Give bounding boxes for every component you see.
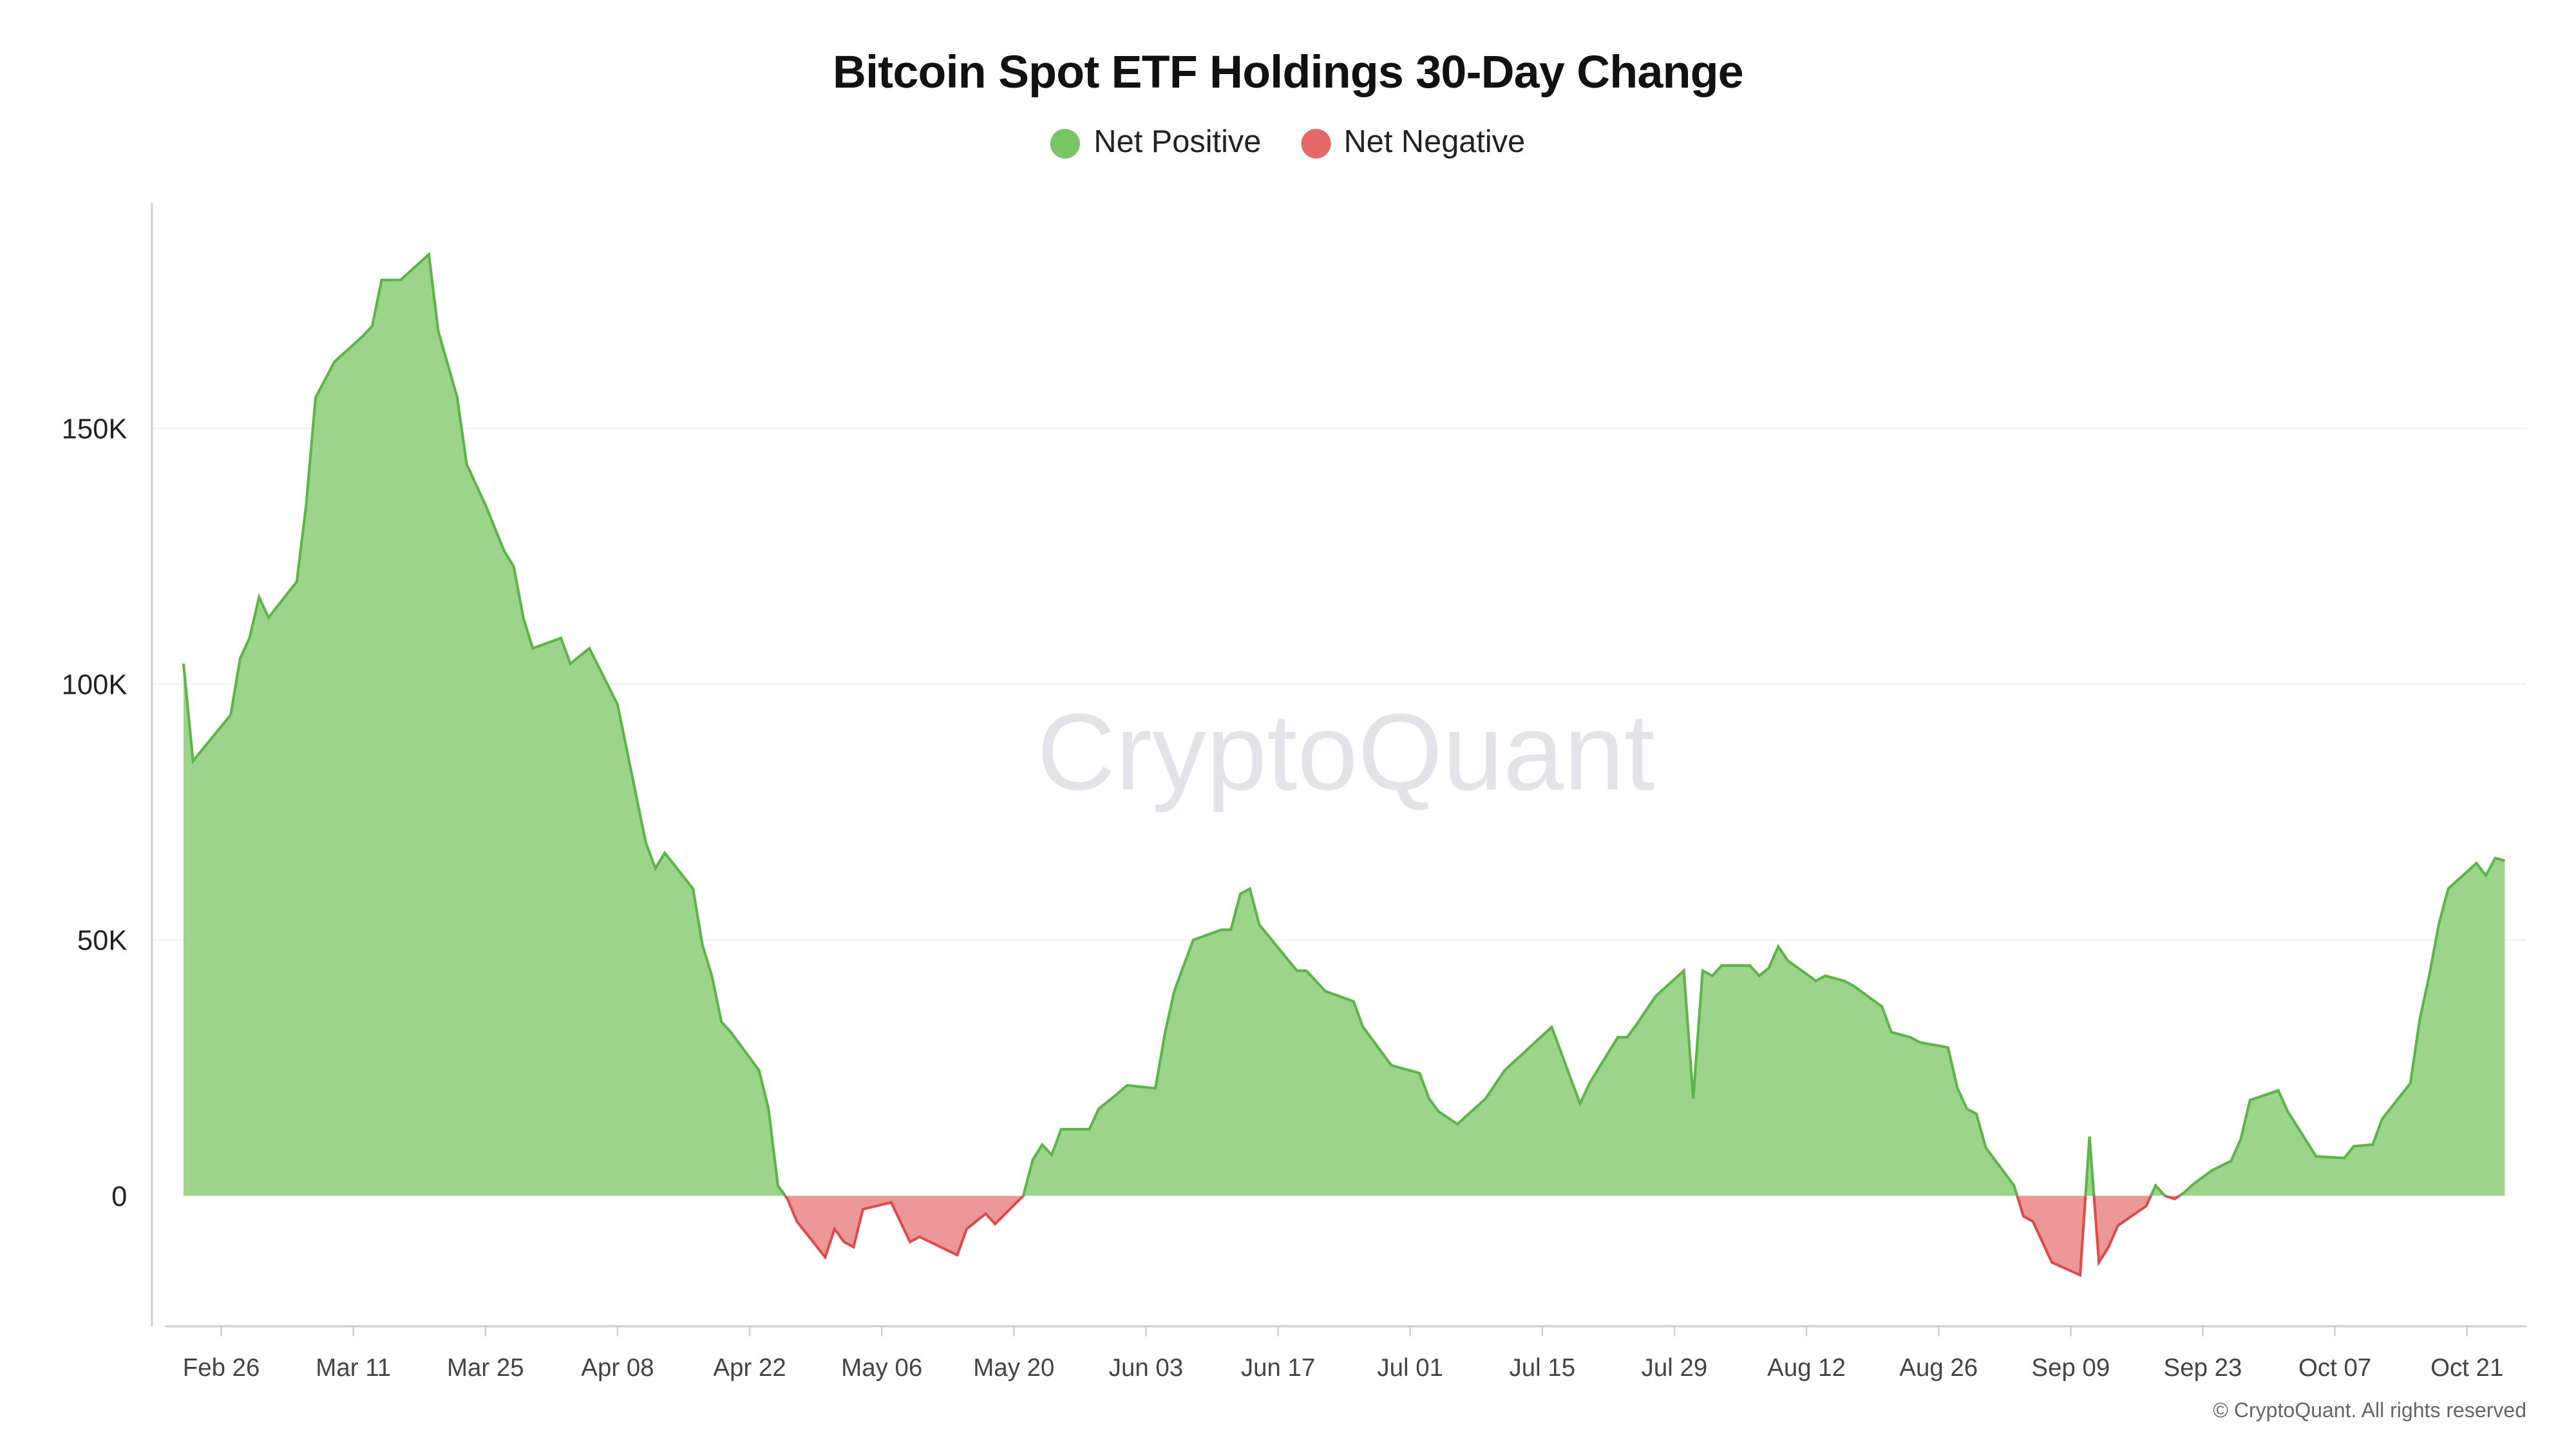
x-tick-label: Apr 08 <box>581 1354 654 1382</box>
x-tick-label: Oct 21 <box>2430 1354 2503 1382</box>
x-tick-label: Jun 17 <box>1241 1354 1315 1382</box>
x-tick-label: Apr 22 <box>713 1354 786 1382</box>
x-tick-label: Sep 23 <box>2164 1354 2242 1382</box>
x-tick-label: May 20 <box>973 1354 1054 1382</box>
x-tick-label: Sep 09 <box>2031 1354 2110 1382</box>
x-tick-label: Aug 12 <box>1767 1354 1846 1382</box>
x-tick-label: Jul 15 <box>1510 1354 1576 1382</box>
x-tick-label: Jul 29 <box>1642 1354 1708 1382</box>
x-tick-label: Mar 11 <box>316 1354 391 1382</box>
y-tick-label: 100K <box>62 669 128 700</box>
y-tick-label: 0 <box>111 1181 127 1212</box>
watermark-logo: CryptoQuant <box>1037 691 1654 813</box>
x-tick-label: Aug 26 <box>1899 1354 1978 1382</box>
x-tick-label: May 06 <box>841 1354 922 1382</box>
y-tick-label: 150K <box>62 414 128 444</box>
x-tick-label: Jul 01 <box>1377 1354 1443 1382</box>
x-tick-label: Jun 03 <box>1109 1354 1183 1382</box>
copyright-footer: © CryptoQuant. All rights reserved <box>2213 1399 2526 1422</box>
x-tick-label: Oct 07 <box>2298 1354 2371 1382</box>
y-tick-label: 50K <box>77 926 128 957</box>
x-tick-label: Feb 26 <box>183 1354 260 1382</box>
x-tick-label: Mar 25 <box>447 1354 524 1382</box>
